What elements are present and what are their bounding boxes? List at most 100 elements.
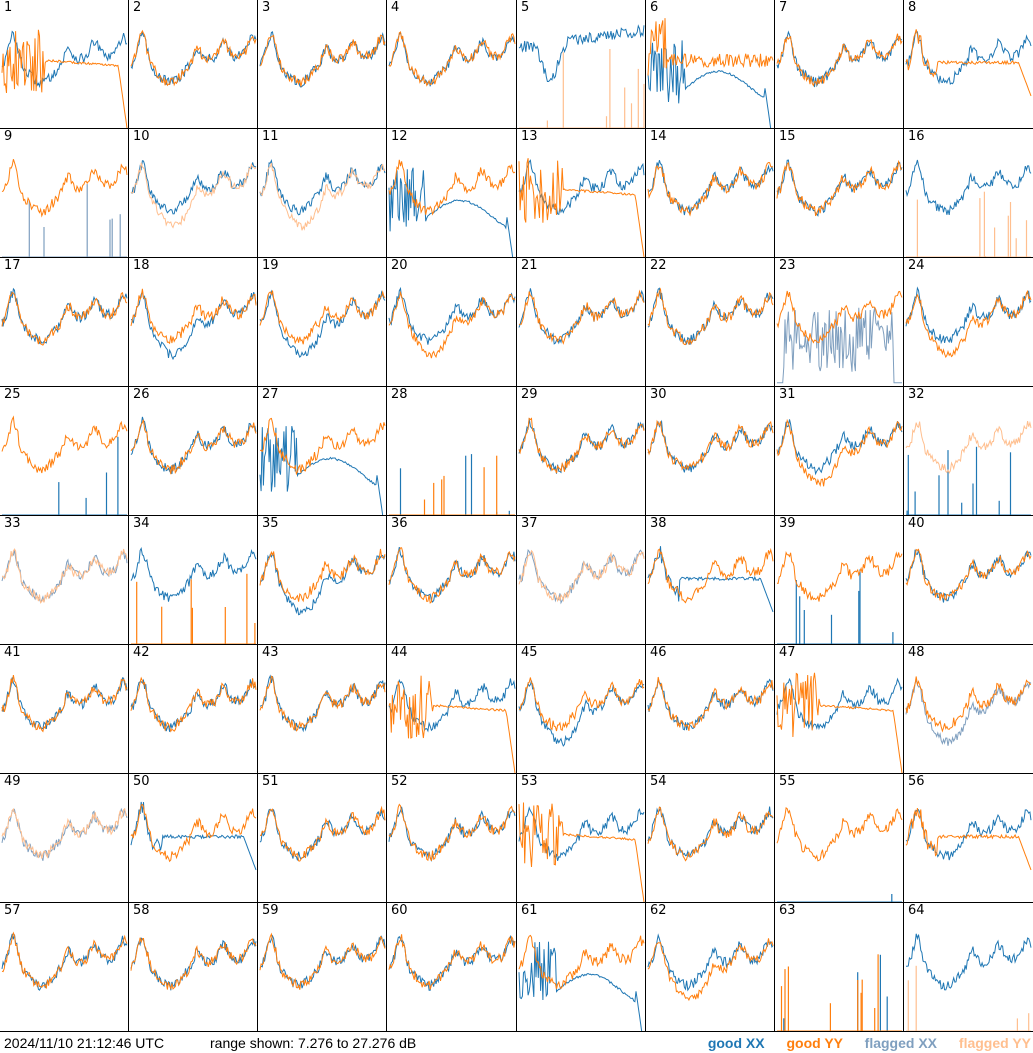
trace-xx-29 (518, 418, 645, 474)
antenna-plot-21 (518, 288, 645, 345)
antenna-plot-43 (259, 674, 386, 733)
antenna-label-24: 24 (908, 258, 925, 273)
trace-yy-37 (518, 549, 645, 603)
antenna-panel-24: 24 (904, 258, 1033, 387)
antenna-panel-6: 6 (646, 0, 775, 129)
antenna-plot-18 (130, 288, 257, 361)
antenna-panel-47: 47 (775, 645, 904, 774)
antenna-plot-7 (776, 30, 903, 88)
trace-yy-31 (776, 418, 903, 487)
antenna-label-41: 41 (4, 645, 21, 660)
trace-xx-16 (905, 159, 1032, 216)
antenna-panel-8: 8 (904, 0, 1033, 129)
trace-yy-23 (776, 290, 903, 344)
antenna-panel-52: 52 (387, 774, 517, 903)
antenna-label-42: 42 (133, 645, 150, 660)
antenna-plot-6 (647, 18, 774, 129)
antenna-label-15: 15 (779, 129, 796, 144)
antenna-panel-43: 43 (258, 645, 387, 774)
antenna-plot-53 (518, 802, 645, 903)
antenna-plot-52 (388, 803, 516, 862)
trace-yy-9 (1, 159, 128, 218)
trace-yy-44 (388, 675, 516, 774)
antenna-panel-11: 11 (258, 129, 387, 258)
antenna-label-8: 8 (908, 0, 917, 15)
trace-yy-15 (776, 159, 903, 217)
antenna-panel-44: 44 (387, 645, 517, 774)
antenna-label-28: 28 (391, 387, 408, 402)
trace-yy-3 (259, 34, 386, 87)
antenna-panel-45: 45 (517, 645, 646, 774)
antenna-panel-50: 50 (129, 774, 258, 903)
antenna-plot-10 (130, 160, 257, 229)
antenna-panel-10: 10 (129, 129, 258, 258)
trace-xx-60 (388, 934, 516, 991)
trace-yy-54 (647, 806, 774, 862)
trace-yy-22 (647, 287, 774, 346)
trace-xx-20 (388, 286, 516, 345)
antenna-plot-33 (1, 548, 128, 604)
trace-yy-47 (776, 672, 903, 774)
antenna-plot-14 (647, 160, 774, 217)
antenna-panel-2: 2 (129, 0, 258, 129)
antenna-label-38: 38 (650, 516, 667, 531)
antenna-label-31: 31 (779, 387, 796, 402)
legend-flagged-xx: flagged XX (864, 1035, 938, 1051)
antenna-plot-29 (518, 417, 645, 474)
antenna-plot-27 (259, 417, 386, 516)
antenna-label-4: 4 (391, 0, 400, 15)
antenna-label-52: 52 (391, 774, 408, 789)
antenna-label-45: 45 (521, 645, 538, 660)
trace-yy-7 (776, 33, 903, 87)
trace-xx-45 (518, 680, 645, 747)
trace-xx-5 (518, 24, 645, 82)
antenna-panel-29: 29 (517, 387, 646, 516)
antenna-plot-59 (259, 932, 386, 990)
trace-yy-21 (518, 289, 645, 345)
antenna-plot-36 (388, 547, 516, 604)
antenna-label-17: 17 (4, 258, 21, 273)
antenna-plot-57 (1, 931, 128, 991)
antenna-plot-44 (388, 675, 516, 774)
antenna-label-27: 27 (262, 387, 279, 402)
antenna-panel-60: 60 (387, 903, 517, 1032)
trace-yy-42 (130, 676, 257, 733)
antenna-plot-4 (388, 31, 516, 87)
antenna-label-1: 1 (4, 0, 13, 15)
trace-yy-32 (905, 420, 1032, 474)
trace-yy-39 (776, 550, 903, 602)
antenna-panel-28: 28 (387, 387, 517, 516)
antenna-plot-60 (388, 934, 516, 991)
trace-xx-19 (259, 289, 386, 358)
antenna-label-47: 47 (779, 645, 796, 660)
antenna-plot-62 (647, 933, 774, 1002)
antenna-panel-63: 63 (775, 903, 904, 1032)
antenna-label-58: 58 (133, 903, 150, 918)
antenna-label-64: 64 (908, 903, 925, 918)
antenna-label-40: 40 (908, 516, 925, 531)
trace-yy-20 (388, 290, 516, 359)
antenna-plot-20 (388, 286, 516, 359)
antenna-panel-19: 19 (258, 258, 387, 387)
trace-xx-6 (647, 40, 773, 129)
antenna-plot-19 (259, 289, 386, 358)
antenna-panel-51: 51 (258, 774, 387, 903)
trace-yy-30 (647, 419, 774, 471)
antenna-label-34: 34 (133, 516, 150, 531)
antenna-panel-25: 25 (0, 387, 129, 516)
antenna-plot-12 (388, 159, 516, 258)
trace-yy-58 (130, 937, 257, 991)
trace-xx-1 (1, 30, 128, 89)
trace-yy-19 (259, 290, 386, 345)
trace-xx-61 (518, 941, 644, 1032)
antenna-plot-37 (518, 548, 645, 605)
legend-flagged-yy: flagged YY (958, 1035, 1031, 1051)
antenna-label-21: 21 (521, 258, 538, 273)
antenna-plot-13 (518, 158, 645, 258)
antenna-label-30: 30 (650, 387, 667, 402)
antenna-plot-42 (130, 676, 257, 733)
trace-yy-62 (647, 938, 774, 1002)
trace-xx-15 (776, 159, 903, 217)
trace-yy-4 (388, 31, 516, 87)
